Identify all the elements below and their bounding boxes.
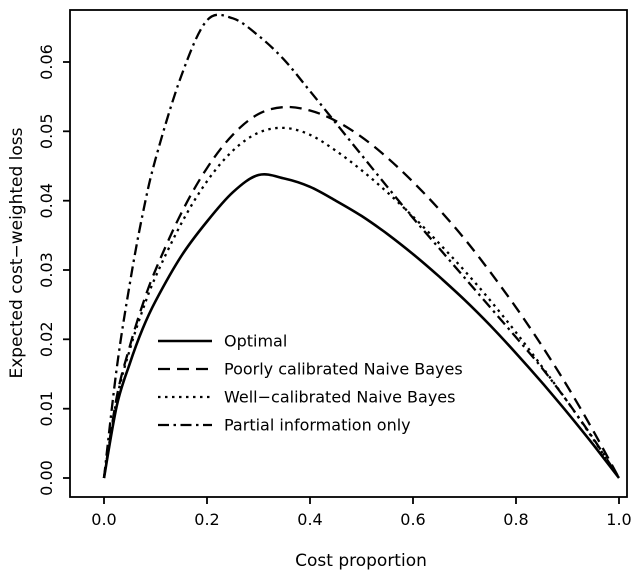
y-tick-label: 0.00 bbox=[37, 460, 56, 496]
legend-label: Well−calibrated Naive Bayes bbox=[224, 388, 455, 407]
legend-label: Poorly calibrated Naive Bayes bbox=[224, 360, 463, 379]
x-axis-label: Cost proportion bbox=[295, 551, 427, 571]
y-tick-label: 0.03 bbox=[37, 252, 56, 288]
x-tick-label: 0.8 bbox=[503, 510, 528, 529]
x-tick-label: 0.2 bbox=[194, 510, 219, 529]
y-tick-label: 0.06 bbox=[37, 44, 56, 80]
x-tick-label: 0.6 bbox=[400, 510, 425, 529]
x-tick-label: 0.4 bbox=[297, 510, 322, 529]
x-tick-label: 1.0 bbox=[606, 510, 631, 529]
y-tick-label: 0.01 bbox=[37, 391, 56, 427]
y-axis-label: Expected cost−weighted loss bbox=[7, 127, 27, 378]
x-tick-label: 0.0 bbox=[91, 510, 116, 529]
y-tick-label: 0.04 bbox=[37, 183, 56, 219]
curve-dashdot bbox=[102, 13, 620, 479]
y-tick-label: 0.02 bbox=[37, 321, 56, 357]
curve-solid bbox=[102, 172, 621, 479]
y-tick-label: 0.05 bbox=[37, 113, 56, 149]
curve-dashed bbox=[102, 105, 621, 479]
plot-content: 0.0 0.2 0.4 0.6 0.8 1.0 0.00 0.01 0.02 0.03 0.04 0.… bbox=[37, 13, 632, 529]
plot-border bbox=[69, 9, 628, 498]
legend-label: Partial information only bbox=[224, 416, 411, 435]
legend-label: Optimal bbox=[224, 332, 287, 351]
